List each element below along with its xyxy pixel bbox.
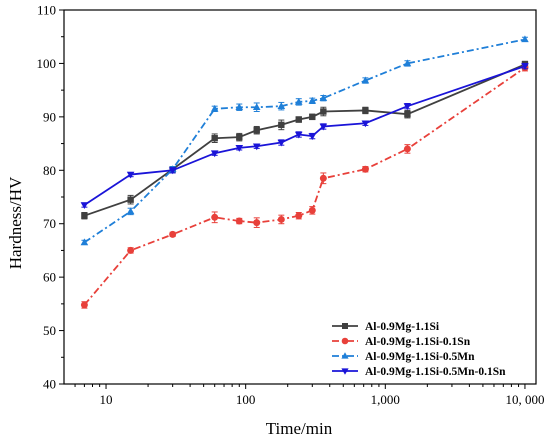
series-line [84,63,526,217]
data-point [294,131,303,139]
y-tick-label: 70 [43,216,56,231]
x-tick-label: 10 [100,392,113,407]
data-point [235,103,244,111]
data-point [320,108,327,115]
legend: Al-0.9Mg-1.1Si Al-0.9Mg-1.1Si-0.1Sn Al-0.9… [332,321,506,378]
data-point [403,59,412,67]
data-point [294,97,303,105]
data-point [252,143,261,151]
data-point [341,368,349,375]
data-point [319,174,327,182]
data-point [278,121,285,129]
x-tick-label: 1,000 [371,392,400,407]
data-point [235,217,243,225]
y-tick-label: 90 [43,109,56,124]
data-point [277,215,285,223]
data-point [127,196,134,203]
data-point [308,133,317,141]
data-point [252,103,261,111]
data-point [80,202,89,210]
data-point [342,323,348,329]
y-tick-label: 80 [43,163,56,178]
series-1 [81,60,529,220]
plot-area [80,35,529,309]
legend-entry-2: Al-0.9Mg-1.1Si-0.1Sn [332,336,471,348]
data-point [403,103,412,111]
data-point [361,76,370,84]
legend-label: Al-0.9Mg-1.1Si-0.5Mn [365,351,475,363]
x-axis-title: Time/min [266,419,333,438]
axes: 40 50 60 70 80 90 100 110 10 100 1,000 10, 000 [37,3,545,408]
y-tick-label: 60 [43,270,56,285]
data-point [362,107,369,114]
data-point [253,219,261,227]
data-point [211,135,218,142]
data-point [169,230,177,238]
data-point [341,337,349,345]
data-point [521,63,529,71]
data-point [126,171,135,179]
data-point [210,104,219,112]
data-point [295,212,303,220]
legend-entry-1: Al-0.9Mg-1.1Si [332,321,440,333]
data-point [127,246,135,254]
data-point [341,352,349,359]
y-axis-title: Hardness/HV [6,176,25,269]
series-3 [80,35,529,246]
data-point [168,167,177,175]
data-point [295,116,302,123]
data-point [361,120,370,128]
x-tick-label: 100 [236,392,256,407]
data-point [81,212,88,219]
legend-label: Al-0.9Mg-1.1Si [365,321,440,333]
data-point [253,127,260,134]
data-point [319,94,328,101]
y-tick-label: 50 [43,323,56,338]
data-point [404,110,411,118]
series-line [83,38,526,244]
data-point [403,145,411,153]
data-point [521,35,529,43]
data-point [80,238,89,246]
legend-entry-4: Al-0.9Mg-1.1Si-0.5Mn-0.1Sn [332,366,506,378]
legend-label: Al-0.9Mg-1.1Si-0.5Mn-0.1Sn [365,366,506,378]
data-point [126,207,135,215]
data-point [277,139,286,147]
y-tick-label: 110 [37,3,56,18]
data-point [236,133,243,141]
x-tick-label: 10, 000 [505,392,544,407]
legend-label: Al-0.9Mg-1.1Si-0.1Sn [365,336,471,348]
data-point [277,102,286,109]
data-point [308,206,316,214]
series-2 [80,63,529,309]
legend-entry-3: Al-0.9Mg-1.1Si-0.5Mn [332,351,475,363]
data-point [210,150,219,158]
data-point [80,301,88,309]
series-4 [80,62,529,210]
data-point [309,113,316,121]
y-tick-label: 40 [43,377,56,392]
data-point [319,123,328,131]
data-point [235,145,244,152]
data-point [361,165,369,173]
data-point [308,96,317,104]
y-tick-label: 100 [37,56,57,71]
data-point [211,213,219,221]
